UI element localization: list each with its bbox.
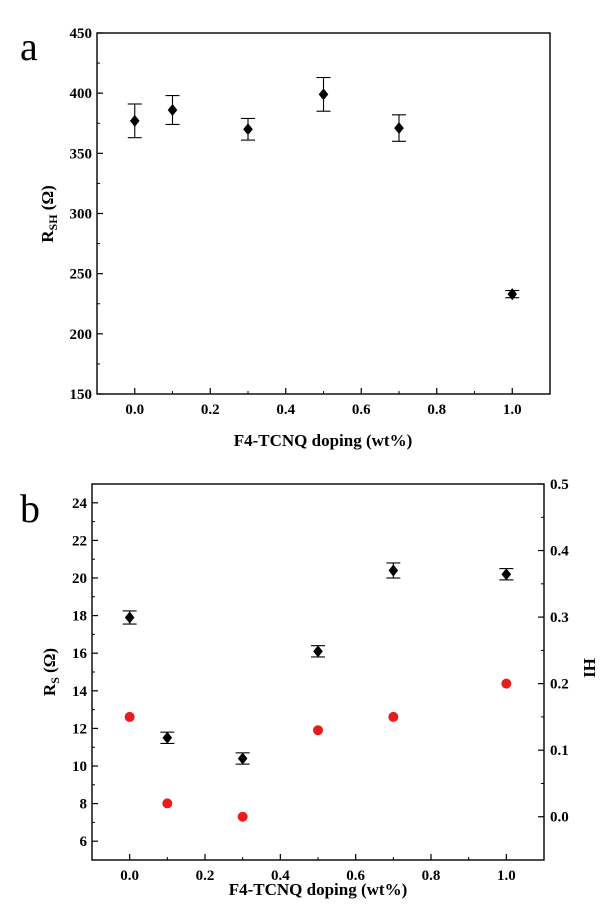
panel-b-y2-tick-label: 0.0	[550, 810, 569, 826]
panel-b-x-axis: 0.0 0.2 0.4 0.6 0.8 1.0	[120, 854, 516, 884]
panel-a-data-point	[167, 104, 178, 117]
panel-a-y-title-unit: (Ω)	[38, 185, 57, 214]
panel-b-data-point	[162, 798, 173, 809]
panel-b-y2-tick-label: 0.4	[550, 544, 569, 560]
panel-b-y2-tick-label: 0.2	[550, 677, 569, 693]
panel-b-y-title-main: R	[40, 683, 59, 696]
panel-a-label: a	[20, 24, 38, 69]
panel-a-y-tick-label: 150	[70, 387, 93, 403]
panel-a-data-point	[129, 114, 140, 127]
panel-b-x-tick-label: 0.4	[271, 868, 290, 884]
panel-a-y-tick-label: 350	[70, 146, 93, 162]
panel-a-data-series	[127, 76, 520, 301]
panel-b-x-tick-label: 0.6	[346, 868, 365, 884]
panel-b-y2-tick-label: 0.5	[550, 477, 569, 493]
panel-b-plot-frame	[91, 483, 545, 861]
panel-b-y-tick-label: 6	[80, 834, 88, 850]
panel-b-label: b	[20, 486, 40, 531]
panel-b-data-point	[313, 725, 323, 736]
panel-b-data-point	[501, 678, 512, 689]
panel-b-data-point	[124, 611, 135, 624]
panel-b-x-tick-label: 1.0	[497, 868, 516, 884]
panel-b-y-tick-label: 10	[72, 759, 87, 775]
panel-b-y2-tick-label: 0.3	[550, 610, 569, 626]
panel-b-x-tick-label: 0.0	[120, 868, 139, 884]
panel-a-y-tick-label: 450	[70, 26, 93, 42]
panel-b-x-tick-label: 0.2	[196, 868, 215, 884]
panel-b-data-point	[501, 568, 512, 581]
panel-a-chart: a 150 200 250 300 350 400 450 0.0 0.2 0.4 0.6 0.8 1…	[20, 24, 551, 450]
panel-a-x-tick-label: 0.4	[276, 402, 295, 418]
panel-a-x-tick-label: 0.0	[125, 402, 144, 418]
panel-b-y-tick-label: 12	[72, 721, 87, 737]
panel-b-y-title-sub: S	[48, 677, 62, 684]
panel-b-data-point	[388, 711, 399, 722]
panel-a-data-point	[394, 122, 404, 135]
panel-a-x-tick-label: 0.2	[201, 402, 220, 418]
panel-a-y-tick-label: 200	[70, 327, 93, 343]
panel-b-y-tick-label: 14	[72, 684, 88, 700]
panel-b-data-series	[122, 562, 514, 822]
panel-b-y-axis-title: RS (Ω)	[40, 648, 62, 696]
panel-a-y-tick-label: 400	[70, 86, 93, 102]
panel-a-y-axis: 150 200 250 300 350 400 450	[70, 26, 103, 403]
panel-b-y-tick-label: 24	[72, 496, 88, 512]
panel-a-data-point	[507, 288, 518, 301]
panel-a-x-tick-label: 1.0	[503, 402, 522, 418]
panel-b-x-tick-label: 0.8	[422, 868, 441, 884]
panel-a-x-axis-title: F4-TCNQ doping (wt%)	[234, 431, 413, 450]
panel-b-y-tick-label: 8	[80, 797, 88, 813]
panel-b-data-point	[162, 731, 173, 744]
panel-b-y-tick-label: 22	[72, 533, 87, 549]
panel-a-x-tick-label: 0.6	[352, 402, 371, 418]
panel-b-y-tick-label: 20	[72, 571, 87, 587]
panel-a-y-title-sub: SH	[46, 214, 60, 231]
panel-b-x-axis-title: F4-TCNQ doping (wt%)	[229, 880, 408, 899]
panel-b-data-point	[237, 752, 248, 765]
panel-a-x-tick-label: 0.8	[427, 402, 446, 418]
panel-b-right-y-axis-title: HI	[580, 658, 599, 678]
panel-a-y-axis-title: RSH (Ω)	[38, 185, 60, 242]
panel-a-y-tick-label: 250	[70, 267, 93, 283]
panel-b-data-point	[237, 811, 248, 822]
panel-b-data-point	[388, 564, 399, 577]
panel-a-x-axis: 0.0 0.2 0.4 0.6 0.8 1.0	[125, 388, 522, 418]
panel-b-left-y-axis: 6 8 10 12 14 16 18 20 22 24	[72, 496, 98, 850]
panel-b-data-point	[313, 645, 323, 658]
panel-a-y-title-main: R	[38, 230, 57, 243]
panel-a-data-point	[318, 88, 329, 101]
panel-b-y-tick-label: 18	[72, 609, 87, 625]
panel-b-data-point	[124, 711, 135, 722]
panel-b-right-y-axis: 0.0 0.1 0.2 0.3 0.4 0.5	[538, 477, 569, 826]
panel-b-y-title-unit: (Ω)	[40, 648, 59, 677]
panel-b-y-tick-label: 16	[72, 646, 88, 662]
panel-a-data-point	[243, 123, 253, 136]
panel-b-y2-tick-label: 0.1	[550, 743, 569, 759]
panel-a-y-tick-label: 300	[70, 207, 93, 223]
